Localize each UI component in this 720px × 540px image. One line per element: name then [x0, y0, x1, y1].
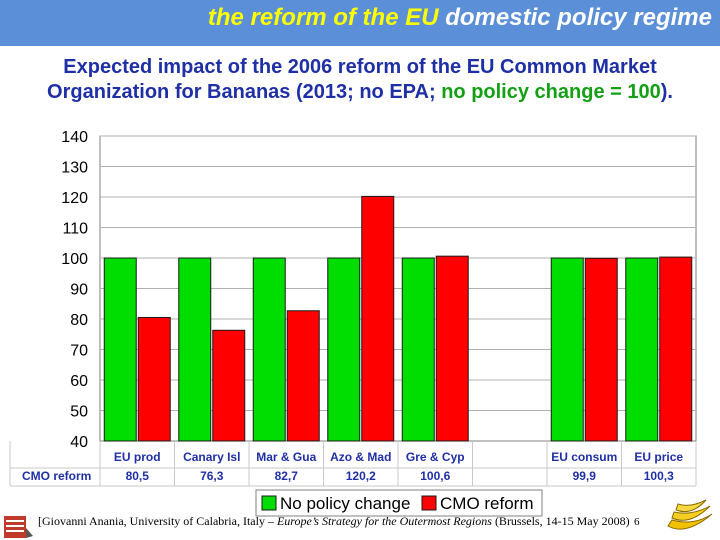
banana-icon	[667, 499, 713, 530]
page-number: 6	[634, 516, 640, 528]
bar-cmo-reform	[435, 255, 469, 442]
legend-label-no-policy-change: No policy change	[280, 494, 410, 513]
footer-citation-italic: Europe’s Strategy for the Outermost Regi…	[276, 514, 492, 528]
table-value: 120,2	[346, 469, 376, 483]
university-logo-icon	[4, 516, 33, 538]
bar-cmo-reform	[659, 256, 693, 442]
y-tick-label: 50	[70, 404, 88, 421]
y-tick-label: 140	[61, 129, 88, 146]
bar-cmo-reform	[286, 310, 320, 442]
footer-citation: [Giovanni Anania, University of Calabria…	[38, 514, 630, 529]
bar-cmo-reform	[361, 195, 395, 442]
category-label: Mar & Gua	[256, 450, 316, 464]
y-tick-label: 90	[70, 282, 88, 299]
header-title-part1: the reform of the EU	[207, 4, 439, 31]
table-value: 76,3	[200, 469, 224, 483]
category-label: Canary Isl	[183, 450, 240, 464]
header-title: the reform of the EU domestic policy reg…	[208, 4, 712, 32]
bar-no-policy-change	[103, 257, 137, 442]
y-tick-label: 80	[70, 312, 88, 329]
bar-cmo-reform	[584, 257, 618, 442]
chart-title-line1: Expected impact of the 2006 reform of th…	[63, 56, 657, 78]
header-title-part2: domestic policy regime	[445, 4, 712, 31]
y-tick-label: 130	[61, 160, 88, 177]
y-tick-label: 110	[62, 221, 88, 238]
category-label: EU consum	[551, 450, 617, 464]
legend-label-cmo-reform: CMO reform	[440, 494, 534, 513]
table-value: 100,3	[644, 469, 674, 483]
header-banner: the reform of the EU domestic policy reg…	[0, 0, 720, 46]
legend-swatch-no-policy-change	[261, 495, 277, 511]
category-label: Azo & Mad	[330, 450, 391, 464]
bar-no-policy-change	[550, 257, 584, 442]
chart-title-line2-main: Organization for Bananas (2013; no EPA;	[47, 81, 436, 103]
bar-no-policy-change	[252, 257, 286, 442]
bar-cmo-reform	[137, 316, 171, 442]
bar-cmo-reform	[212, 329, 246, 442]
table-row-label: CMO reform	[22, 469, 91, 483]
y-tick-label: 70	[70, 343, 88, 360]
table-value: 99,9	[573, 469, 597, 483]
chart-title-line2-end: ).	[660, 81, 673, 103]
table-value: 100,6	[420, 469, 450, 483]
y-tick-label: 40	[70, 434, 88, 451]
legend-swatch-cmo-reform	[421, 495, 437, 511]
y-tick-label: 60	[70, 373, 88, 390]
chart-title-line2: Organization for Bananas (2013; no EPA; …	[0, 81, 720, 104]
table-value: 80,5	[126, 469, 150, 483]
y-tick-label: 120	[61, 190, 88, 207]
footer-citation-end: (Brussels, 14-15 May 2008)	[491, 514, 630, 528]
category-label: Gre & Cyp	[406, 450, 465, 464]
bar-no-policy-change	[178, 257, 212, 442]
chart-title-line2-green: no policy change = 100	[441, 81, 661, 103]
bar-no-policy-change	[401, 257, 435, 442]
category-label: EU prod	[114, 450, 161, 464]
category-label: EU price	[634, 450, 683, 464]
footer-citation-start: [Giovanni Anania, University of Calabria…	[38, 514, 277, 528]
y-tick-label: 100	[61, 251, 88, 268]
bar-no-policy-change	[625, 257, 659, 442]
table-value: 82,7	[275, 469, 299, 483]
legend-box	[255, 489, 543, 517]
bar-no-policy-change	[327, 257, 361, 442]
